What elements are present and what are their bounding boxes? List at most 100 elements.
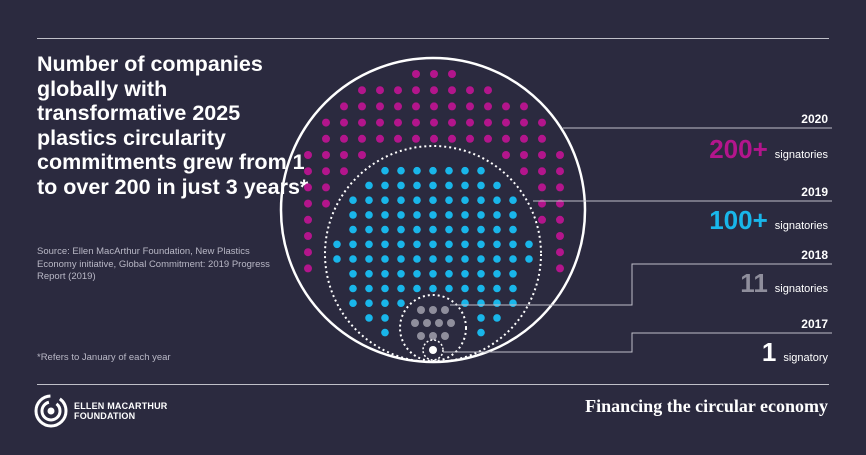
dot-2020	[412, 86, 420, 95]
dot-2019	[461, 225, 469, 234]
dot-2020	[304, 215, 312, 224]
dot-2019	[397, 270, 405, 278]
dot-2019	[525, 255, 533, 263]
logo-line-2: FOUNDATION	[74, 411, 136, 421]
dot-2019	[397, 255, 405, 263]
dots-2020-group	[304, 70, 564, 273]
dot-2019	[429, 255, 437, 263]
dot-2019	[349, 225, 357, 234]
count-2020: 200+	[709, 134, 768, 164]
circle-2018-outline	[399, 294, 467, 362]
source-note: Source: Ellen MacArthur Foundation, New …	[37, 246, 270, 282]
dot-2020	[448, 70, 456, 78]
dot-2020	[448, 86, 456, 95]
dot-2020	[412, 102, 420, 111]
dot-2020	[358, 102, 366, 111]
dot-2020	[502, 118, 510, 127]
circle-2019-outline	[324, 145, 542, 363]
dot-2019	[397, 299, 405, 308]
dot-2020	[340, 102, 348, 111]
dot-2020	[304, 232, 312, 240]
dot-2020	[304, 167, 312, 176]
dot-2020	[376, 118, 384, 127]
dot-2019	[493, 314, 501, 322]
dot-2019	[381, 314, 389, 322]
dot-2019	[493, 211, 501, 219]
dot-2020	[376, 86, 384, 95]
dot-2019	[509, 299, 517, 308]
circle-2017-outline	[422, 339, 444, 361]
dot-2019	[429, 270, 437, 278]
dot-2019	[365, 240, 373, 249]
dot-2019	[413, 240, 421, 249]
dot-2019	[349, 255, 357, 263]
dot-2018	[417, 332, 425, 340]
dot-2019	[445, 225, 453, 234]
concentric-rings-icon	[34, 394, 68, 428]
dot-2020	[412, 118, 420, 127]
dot-2019	[349, 196, 357, 204]
dot-2019	[413, 225, 421, 234]
dot-2020	[556, 183, 564, 192]
dot-2020	[304, 199, 312, 208]
dot-2020	[556, 151, 564, 159]
dot-2020	[538, 167, 546, 176]
dot-2019	[429, 196, 437, 204]
dot-2019	[381, 270, 389, 278]
dot-2019	[429, 225, 437, 234]
dot-2020	[556, 199, 564, 208]
dot-2020	[538, 215, 546, 224]
dot-2019	[461, 166, 469, 175]
dot-2019	[381, 166, 389, 175]
dot-2020	[556, 167, 564, 176]
dot-2020	[502, 102, 510, 111]
dot-2020	[538, 183, 546, 192]
dot-2020	[556, 215, 564, 224]
dot-2019	[349, 211, 357, 219]
dot-2019	[461, 299, 469, 308]
dot-2019	[413, 284, 421, 293]
dot-2020	[448, 102, 456, 111]
dot-2020	[430, 118, 438, 127]
dot-2020	[466, 118, 474, 127]
dot-2020	[394, 102, 402, 111]
leader-line-2018	[450, 263, 832, 306]
dot-2020	[538, 199, 546, 208]
dot-2020	[394, 86, 402, 95]
dot-2020	[322, 151, 330, 159]
dot-2018	[429, 306, 437, 314]
dot-2019	[381, 240, 389, 249]
dot-2019	[413, 211, 421, 219]
dot-2020	[322, 199, 330, 208]
dot-2019	[349, 270, 357, 278]
dot-2020	[322, 183, 330, 192]
dot-2020	[430, 134, 438, 143]
dot-2020	[358, 86, 366, 95]
dot-2020	[502, 134, 510, 143]
dot-2020	[358, 134, 366, 143]
year-2017: 2017	[801, 317, 828, 331]
dot-2019	[525, 240, 533, 249]
dot-2019	[477, 255, 485, 263]
dot-2019	[461, 270, 469, 278]
dot-2019	[509, 211, 517, 219]
dots-2018-group	[411, 306, 455, 340]
label-2020: signatories	[774, 149, 828, 161]
dot-2019	[381, 211, 389, 219]
dot-2019	[413, 196, 421, 204]
legend-row-2017: 1 signatory	[762, 337, 828, 368]
dot-2020	[358, 151, 366, 159]
dot-2019	[381, 225, 389, 234]
dot-2019	[397, 196, 405, 204]
dot-2019	[445, 240, 453, 249]
dot-2019	[429, 181, 437, 190]
dot-2019	[365, 284, 373, 293]
dot-2019	[445, 284, 453, 293]
leader-line-2017	[443, 332, 832, 353]
count-2019: 100+	[709, 205, 768, 235]
dot-2019	[493, 225, 501, 234]
dot-2019	[381, 299, 389, 308]
dot-2018	[429, 332, 437, 340]
dot-2020	[538, 118, 546, 127]
dot-2020	[340, 151, 348, 159]
